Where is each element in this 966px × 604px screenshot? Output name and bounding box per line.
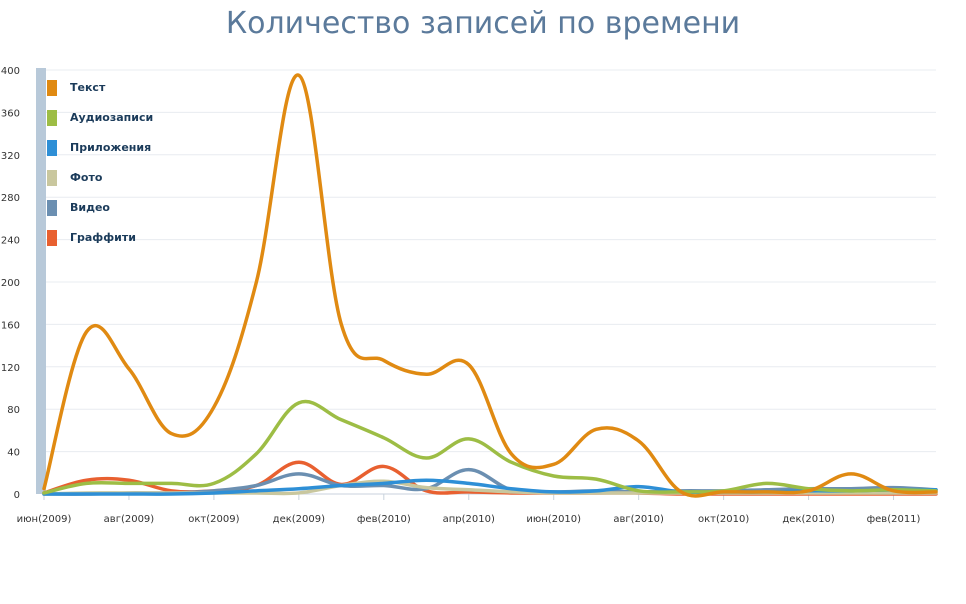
y-tick-label: 320: [1, 151, 20, 162]
legend-label: Текст: [70, 81, 106, 94]
series-line: [42, 399, 938, 495]
legend-label: Граффити: [70, 231, 136, 244]
y-tick-label: 240: [1, 236, 20, 247]
y-tick-label: 160: [1, 320, 20, 331]
x-tick-label: дек(2010): [782, 514, 834, 525]
y-axis-band: [36, 68, 46, 494]
series-line: [42, 73, 938, 498]
legend-label: Аудиозаписи: [70, 111, 153, 124]
y-tick-label: 0: [14, 490, 20, 501]
x-tick-label: авг(2009): [104, 514, 155, 525]
y-tick-label: 360: [1, 108, 20, 119]
x-tick-label: окт(2009): [188, 514, 239, 525]
axis-layer: 0 40 80 120 160 200 240 280 320 360 400 июн(2009) ав…: [1, 66, 936, 525]
legend-label: Приложения: [70, 141, 151, 154]
y-tick-label: 40: [7, 448, 20, 459]
chart-title: Количество записей по времени: [225, 6, 741, 41]
x-tick-label: фев(2011): [867, 514, 921, 525]
y-tick-label: 200: [1, 278, 20, 289]
x-tick-label: июн(2009): [17, 514, 72, 525]
y-tick-label: 120: [1, 363, 20, 374]
legend-label: Видео: [70, 201, 110, 214]
x-tick-label: дек(2009): [273, 514, 325, 525]
legend-swatch: [47, 200, 57, 216]
x-tick-label: июн(2010): [526, 514, 581, 525]
legend-swatch: [47, 140, 57, 156]
legend-swatch: [47, 80, 57, 96]
grid-layer: [44, 69, 936, 453]
legend: Текст Аудиозаписи Приложения Фото Видео Графф…: [47, 80, 153, 246]
legend-swatch: [47, 110, 57, 126]
legend-swatch: [47, 170, 57, 186]
y-tick-label: 400: [1, 66, 20, 77]
x-tick-label: апр(2010): [443, 514, 495, 525]
legend-swatch: [47, 230, 57, 246]
legend-label: Фото: [70, 171, 103, 184]
x-tick-label: окт(2010): [698, 514, 749, 525]
series-layer: [42, 73, 938, 498]
x-tick-label: фев(2010): [357, 514, 411, 525]
y-tick-label: 80: [7, 405, 20, 416]
y-tick-label: 280: [1, 193, 20, 204]
x-tick-label: авг(2010): [613, 514, 664, 525]
